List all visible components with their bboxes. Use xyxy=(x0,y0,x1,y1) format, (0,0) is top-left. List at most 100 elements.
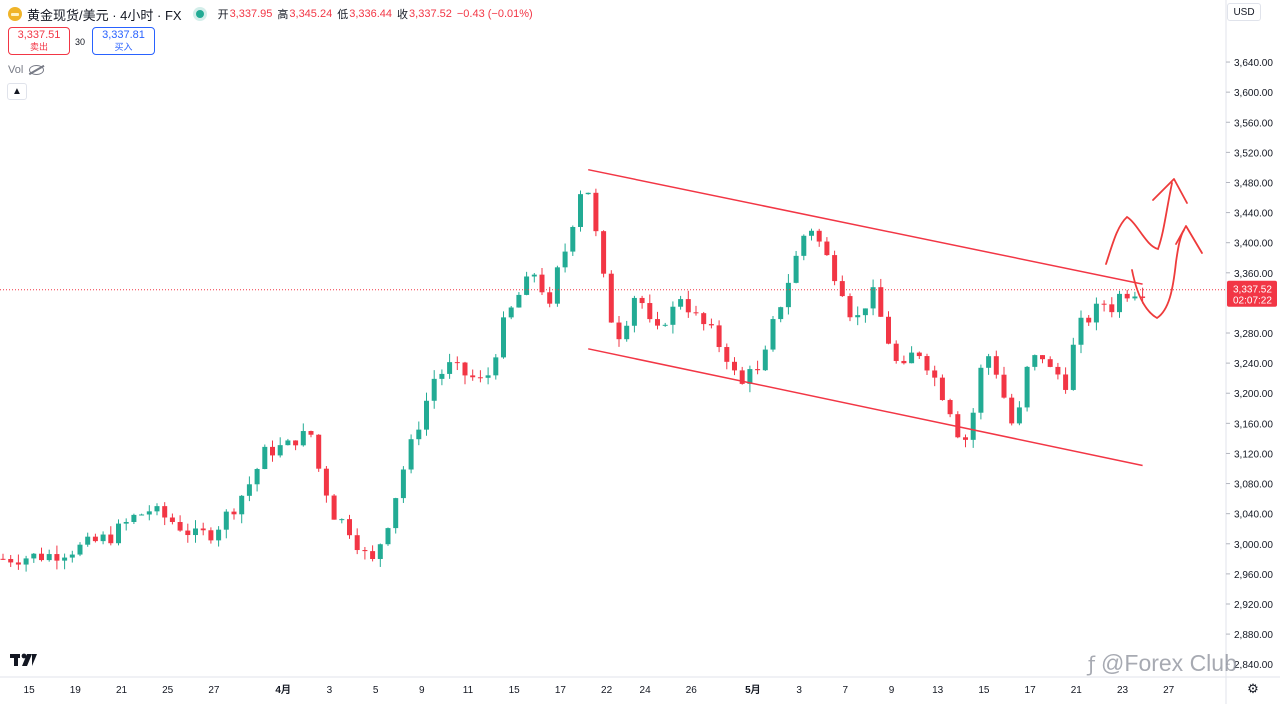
y-tick-label: 3,600.00 xyxy=(1234,88,1273,99)
settings-gear-icon[interactable]: ⚙ xyxy=(1247,681,1259,697)
candle-body xyxy=(978,367,984,413)
y-tick-label: 3,480.00 xyxy=(1234,178,1273,189)
candle-body xyxy=(100,534,106,542)
tradingview-logo-icon[interactable] xyxy=(10,652,38,668)
candle-body xyxy=(501,317,506,358)
y-tick-label: 3,160.00 xyxy=(1234,419,1273,430)
candle-body xyxy=(177,522,183,531)
candles-layer xyxy=(0,188,1146,572)
buy-button[interactable]: 3,337.81 买入 xyxy=(92,27,155,55)
candle-body xyxy=(300,431,306,446)
candle-body xyxy=(639,297,645,304)
candle-body xyxy=(809,230,814,236)
sell-button[interactable]: 3,337.51 卖出 xyxy=(8,27,70,55)
high-label: 高 xyxy=(277,9,289,21)
x-tick-label: 3 xyxy=(796,685,802,696)
candle-body xyxy=(254,469,260,485)
candle-body xyxy=(1086,317,1092,323)
x-tick-label: 27 xyxy=(208,685,220,696)
chevron-up-icon[interactable]: ▲ xyxy=(7,83,27,100)
candle-body xyxy=(454,362,460,364)
candle-body xyxy=(108,534,114,544)
candle-body xyxy=(239,495,245,515)
eye-hidden-icon[interactable] xyxy=(29,65,45,75)
y-tick-label: 3,640.00 xyxy=(1234,58,1273,69)
x-tick-label: 17 xyxy=(555,685,567,696)
x-tick-label: 25 xyxy=(162,685,174,696)
x-tick-label: 26 xyxy=(686,685,698,696)
candle-body xyxy=(554,267,560,304)
candle-body xyxy=(970,412,976,440)
candle-body xyxy=(578,194,583,227)
volume-indicator[interactable]: Vol xyxy=(8,64,45,76)
drawings-layer xyxy=(588,168,1203,467)
candle-body xyxy=(331,495,337,520)
candle-body xyxy=(485,375,491,378)
candle-body xyxy=(416,429,422,440)
y-tick-label: 3,200.00 xyxy=(1234,389,1273,400)
candle-body xyxy=(1032,355,1038,367)
candle-body xyxy=(816,230,822,242)
candle-body xyxy=(1140,296,1146,298)
candle-body xyxy=(1117,293,1122,313)
candle-body xyxy=(169,517,175,523)
candle-body xyxy=(893,343,899,361)
candle-body xyxy=(870,287,876,309)
candle-body xyxy=(901,360,907,364)
candle-body xyxy=(323,468,329,496)
candle-body xyxy=(208,530,214,541)
candle-body xyxy=(223,511,229,530)
channel-lower-line xyxy=(588,348,1143,467)
candle-body xyxy=(862,308,868,316)
candle-body xyxy=(23,558,29,565)
low-value: 3,336.44 xyxy=(349,8,393,20)
candle-body xyxy=(793,255,799,283)
candle-body xyxy=(770,319,776,350)
last-price-label: 3,337.52 xyxy=(1233,285,1272,296)
candle-body xyxy=(116,523,121,544)
gold-coin-icon xyxy=(8,7,22,21)
currency-selector[interactable]: USD xyxy=(1227,3,1261,21)
candle-body xyxy=(123,521,129,524)
x-tick-label: 15 xyxy=(978,685,990,696)
candle-body xyxy=(193,528,198,536)
candle-body xyxy=(832,255,838,282)
x-tick-label: 4月 xyxy=(275,684,291,696)
candle-body xyxy=(231,511,237,515)
y-tick-label: 3,120.00 xyxy=(1234,449,1273,460)
weibo-logo-icon: ƒ xyxy=(1088,651,1096,676)
y-tick-label: 3,360.00 xyxy=(1234,269,1273,280)
candle-body xyxy=(354,535,360,551)
candle-body xyxy=(162,506,168,518)
candle-body xyxy=(1132,296,1138,299)
candle-body xyxy=(778,307,784,320)
candle-body xyxy=(801,235,807,256)
candle-body xyxy=(408,439,414,470)
candle-body xyxy=(716,325,722,348)
y-tick-label: 3,280.00 xyxy=(1234,329,1273,340)
spread-value: 30 xyxy=(75,37,86,47)
x-tick-label: 15 xyxy=(509,685,521,696)
buy-price: 3,337.81 xyxy=(102,29,145,41)
candle-body xyxy=(562,251,568,268)
candle-body xyxy=(277,445,283,456)
candle-body xyxy=(285,440,291,446)
low-label: 低 xyxy=(337,9,349,21)
candle-body xyxy=(878,287,884,317)
candle-body xyxy=(593,192,599,232)
symbol-title[interactable]: 黄金现货/美元 · 4小时 · FX xyxy=(27,7,182,23)
candle-body xyxy=(762,349,768,371)
candle-body xyxy=(655,319,660,326)
candle-body xyxy=(631,297,637,326)
candle-body xyxy=(92,536,98,542)
candle-body xyxy=(15,562,21,565)
y-tick-label: 3,040.00 xyxy=(1234,510,1273,521)
open-value: 3,337.95 xyxy=(229,8,273,20)
y-tick-label: 3,440.00 xyxy=(1234,209,1273,220)
x-tick-label: 5月 xyxy=(745,684,761,696)
candle-body xyxy=(439,373,445,379)
y-tick-label: 2,920.00 xyxy=(1234,600,1273,611)
candle-body xyxy=(393,498,399,529)
status-dot-icon xyxy=(195,10,204,18)
